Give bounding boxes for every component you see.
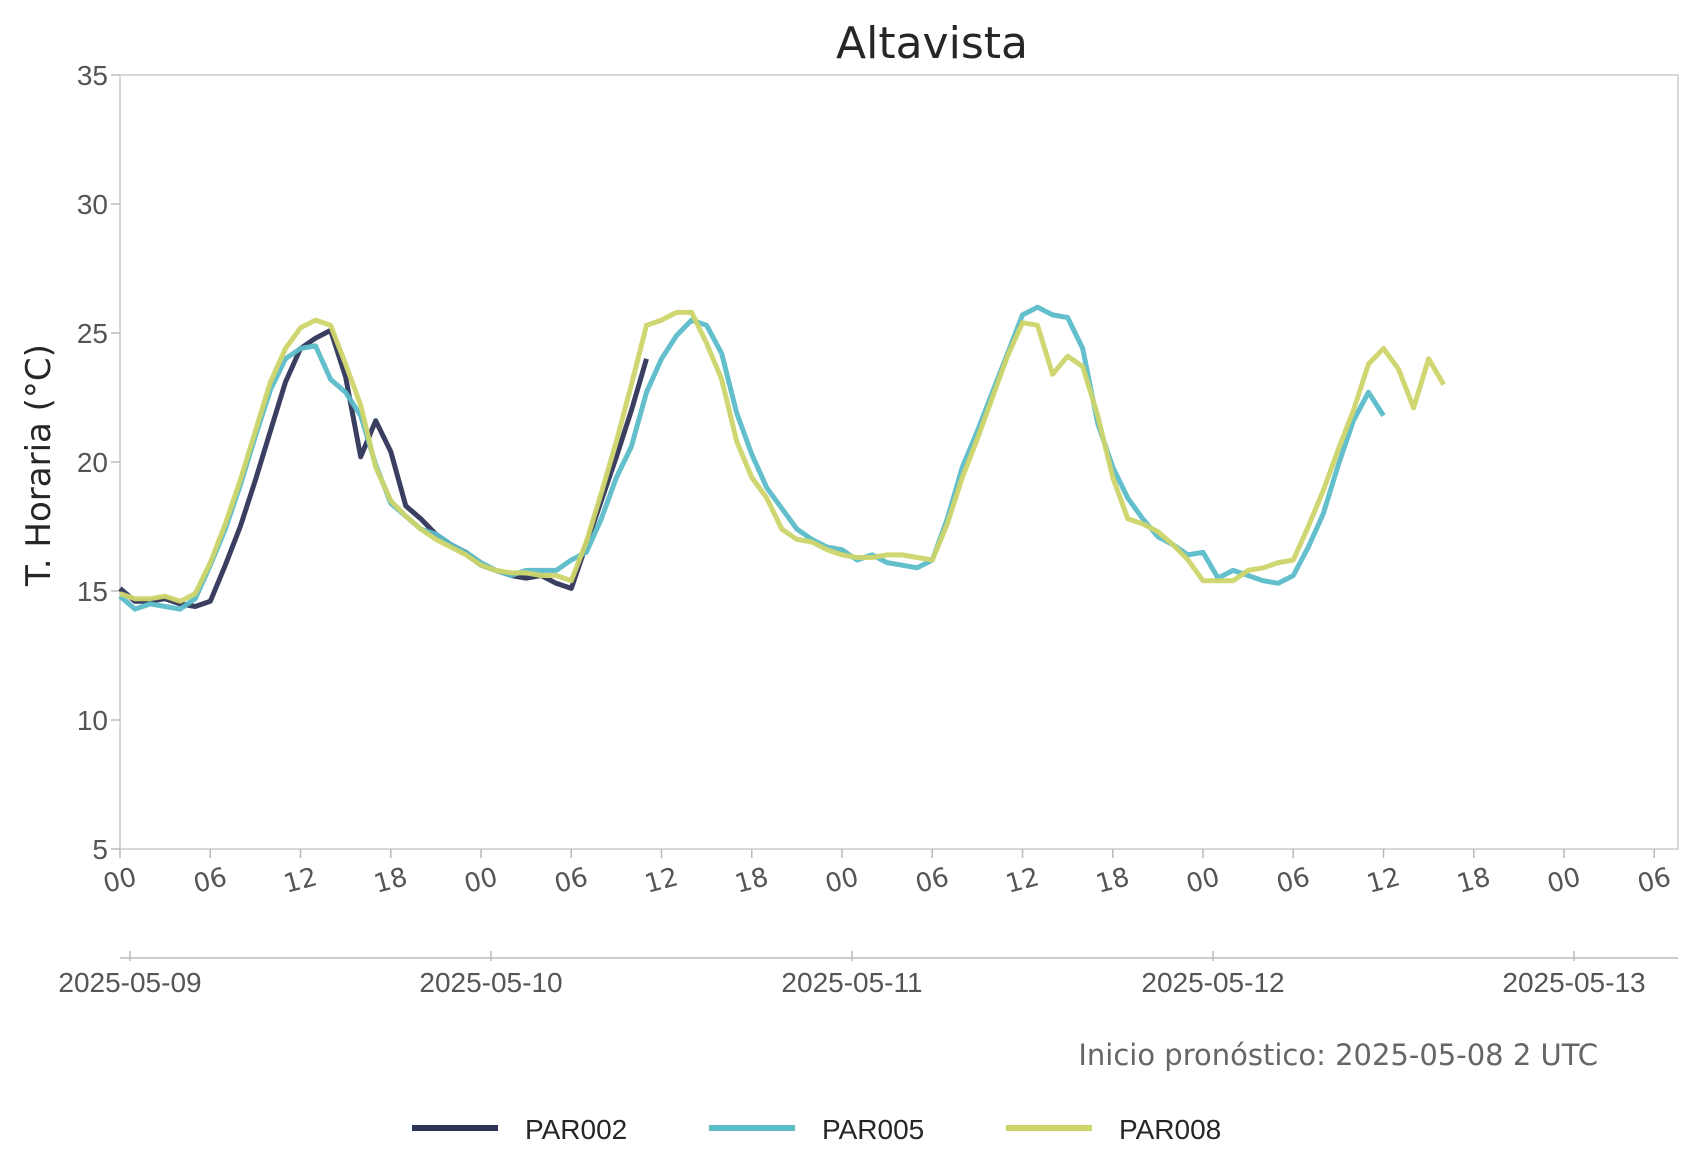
x-date-tick-label: 2025-05-11 bbox=[781, 967, 922, 998]
x-hour-tick-label: 18 bbox=[371, 862, 411, 900]
legend-item-par002: PAR002 bbox=[412, 1114, 627, 1145]
x-hour-tick-label: 12 bbox=[642, 862, 682, 900]
series-layer bbox=[118, 304, 1446, 612]
x-hour-tick-label: 18 bbox=[732, 862, 772, 900]
x-date-tick-label: 2025-05-09 bbox=[58, 967, 201, 998]
x-hour-tick-label: 12 bbox=[1364, 862, 1404, 900]
y-tick-label: 35 bbox=[77, 60, 108, 91]
x-hour-tick-label: 06 bbox=[1273, 862, 1313, 900]
x-date-tick-label: 2025-05-10 bbox=[419, 967, 562, 998]
y-tick-label: 5 bbox=[92, 834, 108, 865]
series-line-par002 bbox=[118, 327, 649, 609]
legend-label: PAR008 bbox=[1119, 1114, 1221, 1145]
x-hour-tick-label: 18 bbox=[1093, 862, 1133, 900]
x-date-tick-label: 2025-05-13 bbox=[1502, 967, 1645, 998]
x-hour-tick-label: 06 bbox=[551, 862, 591, 900]
x-hour-tick-label: 06 bbox=[912, 862, 952, 900]
y-axis-label: T. Horaria (°C) bbox=[19, 344, 59, 587]
plot-frame bbox=[119, 74, 1679, 850]
x-hour-tick-label: 18 bbox=[1454, 862, 1494, 900]
x-axis-hours: 00 06 12 18 00 06 12 18 00 06 12 18 00 06 12 18 00 06 bbox=[100, 849, 1674, 900]
forecast-start-annotation: Inicio pronóstico: 2025-05-08 2 UTC bbox=[1078, 1038, 1598, 1072]
x-hour-tick-label: 06 bbox=[190, 862, 230, 900]
x-date-tick-label: 2025-05-12 bbox=[1141, 967, 1284, 998]
x-hour-tick-label: 12 bbox=[1003, 862, 1043, 900]
legend-label: PAR002 bbox=[525, 1114, 627, 1145]
legend-item-par008: PAR008 bbox=[1006, 1114, 1221, 1145]
y-tick-label: 15 bbox=[77, 576, 108, 607]
x-hour-tick-label: 00 bbox=[461, 862, 501, 900]
x-hour-tick-label: 12 bbox=[281, 862, 321, 900]
x-hour-tick-label: 06 bbox=[1634, 862, 1674, 900]
chart-title: Altavista bbox=[836, 18, 1028, 69]
x-hour-tick-label: 00 bbox=[1544, 862, 1584, 900]
x-hour-tick-label: 00 bbox=[100, 862, 140, 900]
legend: PAR002 PAR005 PAR008 bbox=[412, 1114, 1221, 1145]
x-hour-tick-label: 00 bbox=[1183, 862, 1223, 900]
legend-item-par005: PAR005 bbox=[709, 1114, 924, 1145]
legend-label: PAR005 bbox=[822, 1114, 924, 1145]
y-tick-label: 10 bbox=[77, 705, 108, 736]
y-tick-label: 30 bbox=[77, 189, 108, 220]
series-line-par008 bbox=[119, 309, 1446, 604]
x-axis-dates: 2025-05-09 2025-05-10 2025-05-11 2025-05-12… bbox=[58, 951, 1646, 998]
x-hour-tick-label: 00 bbox=[822, 862, 862, 900]
series-line-par005 bbox=[118, 304, 1386, 612]
y-tick-label: 25 bbox=[77, 318, 108, 349]
y-axis: 5 10 15 20 25 30 35 bbox=[77, 60, 120, 865]
y-tick-label: 20 bbox=[77, 447, 108, 478]
